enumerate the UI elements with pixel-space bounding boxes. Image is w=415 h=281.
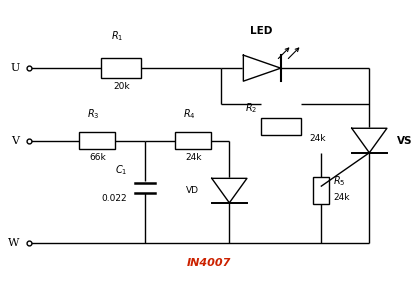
Text: $R_1$: $R_1$ [111, 29, 124, 43]
Text: $R_3$: $R_3$ [87, 107, 100, 121]
Text: $R_4$: $R_4$ [183, 107, 196, 121]
Bar [101, 58, 142, 78]
Text: 24k: 24k [333, 193, 350, 202]
Text: W: W [8, 239, 20, 248]
Text: $R_2$: $R_2$ [245, 102, 257, 115]
Polygon shape [243, 55, 281, 81]
Bar [176, 132, 211, 149]
Bar [79, 132, 115, 149]
Text: 24k: 24k [309, 133, 326, 142]
Text: 0.022: 0.022 [102, 194, 127, 203]
Bar [313, 177, 330, 205]
Text: IN4007: IN4007 [187, 259, 232, 268]
Text: VS: VS [397, 135, 413, 146]
Polygon shape [212, 178, 247, 203]
Text: LED: LED [250, 26, 273, 36]
Text: 24k: 24k [185, 153, 202, 162]
Text: 20k: 20k [113, 82, 129, 91]
Text: $R_5$: $R_5$ [333, 174, 346, 188]
Text: U: U [10, 63, 20, 73]
Text: 66k: 66k [89, 153, 106, 162]
Text: VD: VD [186, 186, 199, 195]
Text: $C_1$: $C_1$ [115, 164, 127, 177]
Bar [261, 118, 301, 135]
Polygon shape [352, 128, 387, 153]
Text: V: V [11, 135, 20, 146]
